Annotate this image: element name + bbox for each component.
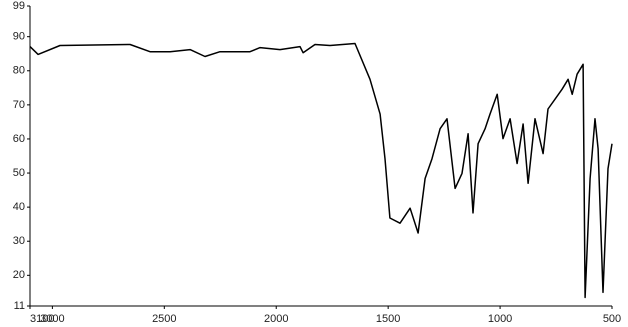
x-tick-label: 3100 bbox=[30, 313, 54, 325]
y-tick-label: 50 bbox=[13, 167, 25, 179]
x-tick-label: 500 bbox=[603, 313, 621, 325]
y-tick-label: 99 bbox=[13, 0, 25, 12]
x-tick-label: 1000 bbox=[488, 313, 512, 325]
y-tick-label: 70 bbox=[13, 99, 25, 111]
y-tick-label: 80 bbox=[13, 65, 25, 77]
x-tick-label: 2500 bbox=[152, 313, 176, 325]
y-tick-label: 11 bbox=[14, 300, 25, 312]
x-tick-label: 1500 bbox=[376, 313, 400, 325]
y-tick-label: 30 bbox=[13, 235, 25, 247]
x-tick-label: 2000 bbox=[264, 313, 288, 325]
spectrum-line bbox=[29, 42, 613, 299]
x-tick-label: 3000 bbox=[40, 313, 64, 325]
y-tick-label: 40 bbox=[13, 201, 25, 213]
y-tick-label: 20 bbox=[13, 269, 25, 281]
y-tick-label: 60 bbox=[13, 133, 25, 145]
y-tick-label: 90 bbox=[13, 31, 25, 43]
